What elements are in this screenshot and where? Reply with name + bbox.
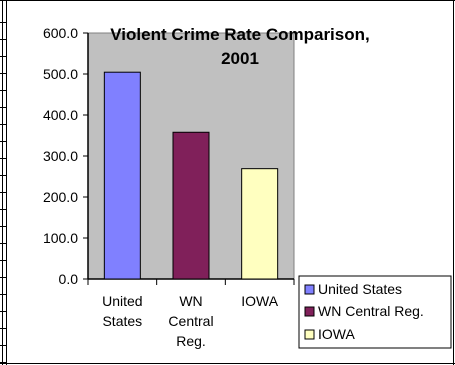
x-tick-label: Reg.	[176, 333, 206, 349]
legend-swatch-wn-central-reg	[304, 306, 315, 317]
bar-united-states	[103, 71, 141, 280]
y-tick-label: 500.0	[43, 66, 78, 82]
y-tick-label: 400.0	[43, 107, 78, 123]
chart-title-line-2: 2001	[221, 49, 259, 68]
legend-swatch-iowa	[304, 329, 315, 340]
bar-wn-central-reg	[172, 131, 210, 280]
y-tick-label: 600.0	[43, 25, 78, 41]
x-tick-label: United	[102, 293, 142, 309]
legend-label-united-states: United States	[318, 281, 402, 297]
bars	[103, 71, 279, 280]
y-axis-ticks: 0.0 100.0 200.0 300.0 400.0 500.0 600.0	[43, 25, 88, 287]
x-tick-label: WN	[179, 293, 202, 309]
y-tick-label: 0.0	[59, 271, 79, 287]
chart-title-line-1: Violent Crime Rate Comparison,	[110, 25, 369, 44]
legend-box	[298, 275, 452, 349]
x-tick-label: IOWA	[241, 293, 278, 309]
x-tick-label: States	[102, 313, 142, 329]
bar-iowa	[241, 168, 279, 280]
x-tick-label: Central	[168, 313, 213, 329]
legend: United States WN Central Reg. IOWA	[298, 275, 452, 349]
x-axis-ticks: United States WN Central Reg. IOWA	[87, 279, 295, 349]
y-tick-label: 300.0	[43, 148, 78, 164]
y-tick-label: 100.0	[43, 230, 78, 246]
legend-label-wn-central-reg: WN Central Reg.	[318, 303, 424, 319]
legend-label-iowa: IOWA	[318, 326, 355, 342]
y-tick-label: 200.0	[43, 189, 78, 205]
legend-swatch-united-states	[304, 284, 315, 295]
